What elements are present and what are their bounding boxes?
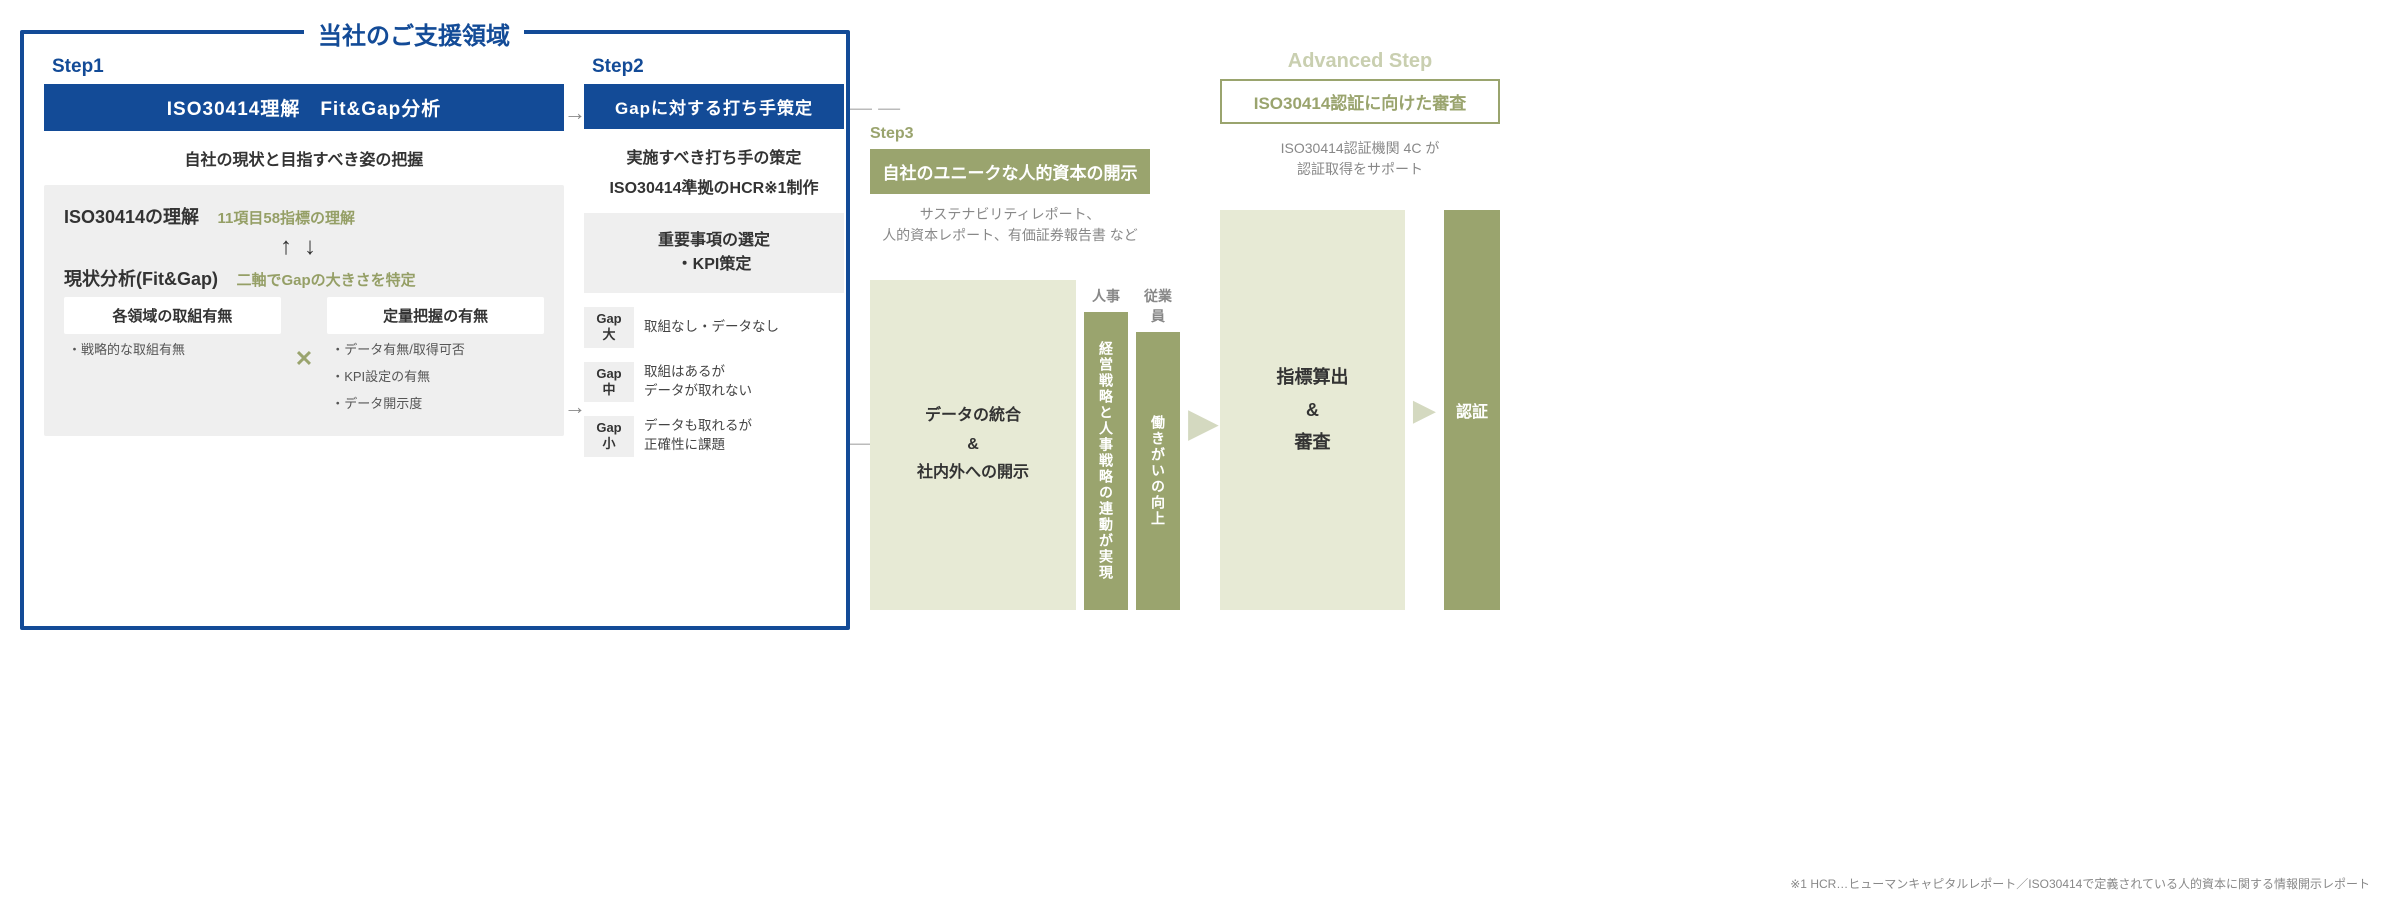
advanced-panels: 指標算出 & 審査 ▶ 認証 — [1220, 210, 1500, 610]
step2-block: Step2 Gapに対する打ち手策定 実施すべき打ち手の策定 ISO30414準… — [584, 56, 844, 457]
step3-sub: サステナビリティレポート、 人的資本レポート、有価証券報告書 など — [870, 204, 1150, 246]
step3-data-panel: データの統合 & 社内外への開示 — [870, 280, 1076, 610]
step3-block: Step3 自社のユニークな人的資本の開示 サステナビリティレポート、 人的資本… — [870, 125, 1150, 260]
support-area-title: 当社のご支援領域 — [304, 16, 524, 51]
step1-sub: 自社の現状と目指すべき姿の把握 — [44, 149, 564, 173]
step1-fitgap-title: 現状分析(Fit&Gap) — [64, 265, 218, 291]
big-arrow-right-icon: ▶ — [1413, 393, 1436, 428]
gap-badge-large: Gap 大 — [584, 307, 634, 348]
step3-panels: データの統合 & 社内外への開示 人事 経営戦略と人事戦略の連動が実現 従業員 … — [870, 280, 1180, 610]
step2-sub2: ISO30414準拠のHCR※1制作 — [584, 177, 844, 201]
step1-bar: ISO30414理解 Fit&Gap分析 — [44, 84, 564, 131]
fitgap-col2: 定量把握の有無 ・データ有無/取得可否 ・KPI設定の有無 ・データ開示度 — [327, 297, 544, 414]
gap-text-small: データも取れるが 正確性に課題 — [644, 417, 752, 455]
fitgap-col1-b1: ・戦略的な取組有無 — [68, 340, 277, 361]
gap-text-medium: 取組はあるが データが取れない — [644, 363, 752, 401]
step3-vcol2-head: 従業員 — [1136, 280, 1180, 332]
step3-bar: 自社のユニークな人的資本の開示 — [870, 149, 1150, 194]
arrow-right-icon: — — — [850, 95, 900, 121]
fitgap-col2-b2: ・KPI設定の有無 — [331, 367, 540, 388]
step1-panel-head-sub: 11項目58指標の理解 — [218, 210, 356, 227]
advanced-block: Advanced Step ISO30414認証に向けた審査 ISO30414認… — [1220, 50, 1500, 194]
advanced-title: Advanced Step — [1220, 50, 1500, 73]
gap-row-medium: Gap 中 取組はあるが データが取れない — [584, 362, 844, 403]
step1-block: Step1 ISO30414理解 Fit&Gap分析 自社の現状と目指すべき姿の… — [44, 56, 564, 436]
advanced-panel: 指標算出 & 審査 — [1220, 210, 1405, 610]
gap-badge-medium: Gap 中 — [584, 362, 634, 403]
step3-vcol-emp: 従業員 働きがいの向上 — [1136, 280, 1180, 610]
fitgap-col1-title: 各領域の取組有無 — [64, 297, 281, 334]
step2-kpi-box: 重要事項の選定 ・KPI策定 — [584, 213, 844, 293]
step1-panel-head: ISO30414の理解 — [64, 203, 199, 229]
diagram-root: 当社のご支援領域 Step1 ISO30414理解 Fit&Gap分析 自社の現… — [0, 0, 2400, 900]
step3-label: Step3 — [870, 125, 1150, 143]
arrow-right-icon: → — [564, 100, 586, 126]
big-arrow-right-icon: ▶ — [1188, 400, 1219, 446]
advanced-sub: ISO30414認証機関 4C が 認証取得をサポート — [1220, 138, 1500, 180]
gap-row-large: Gap 大 取組なし・データなし — [584, 307, 844, 348]
fitgap-row: 各領域の取組有無 ・戦略的な取組有無 ✕ 定量把握の有無 ・データ有無/取得可否… — [64, 297, 544, 414]
step1-panel: ISO30414の理解 11項目58指標の理解 ↑↓ 現状分析(Fit&Gap)… — [44, 185, 564, 436]
support-area-box: 当社のご支援領域 Step1 ISO30414理解 Fit&Gap分析 自社の現… — [20, 30, 850, 630]
step3-vcol1-text: 経営戦略と人事戦略の連動が実現 — [1096, 312, 1116, 610]
step1-fitgap-sub: 二軸でGapの大きさを特定 — [236, 272, 415, 289]
step1-label: Step1 — [52, 56, 564, 78]
fitgap-col1: 各領域の取組有無 ・戦略的な取組有無 — [64, 297, 281, 361]
fitgap-col2-b1: ・データ有無/取得可否 — [331, 340, 540, 361]
gap-badge-small: Gap 小 — [584, 416, 634, 457]
step2-sub1: 実施すべき打ち手の策定 — [584, 147, 844, 171]
step3-vcol1-head: 人事 — [1084, 280, 1128, 312]
footnote: ※1 HCR…ヒューマンキャピタルレポート／ISO30414で定義されている人的… — [1790, 875, 2370, 892]
advanced-cert-col: 認証 — [1444, 210, 1500, 610]
step2-bar: Gapに対する打ち手策定 — [584, 84, 844, 129]
fitgap-col2-b3: ・データ開示度 — [331, 394, 540, 415]
step2-label: Step2 — [592, 56, 844, 78]
step3-vcol2-text: 働きがいの向上 — [1148, 332, 1168, 610]
gap-row-small: Gap 小 データも取れるが 正確性に課題 — [584, 416, 844, 457]
gap-text-large: 取組なし・データなし — [644, 318, 779, 337]
advanced-cert-text: 認証 — [1456, 398, 1488, 422]
fitgap-col2-title: 定量把握の有無 — [327, 297, 544, 334]
arrow-right-icon: → — [564, 394, 586, 420]
step3-vcol-hr: 人事 経営戦略と人事戦略の連動が実現 — [1084, 280, 1128, 610]
advanced-bar: ISO30414認証に向けた審査 — [1220, 79, 1500, 124]
multiply-icon: ✕ — [295, 346, 313, 372]
updown-arrows-icon: ↑↓ — [64, 233, 544, 261]
